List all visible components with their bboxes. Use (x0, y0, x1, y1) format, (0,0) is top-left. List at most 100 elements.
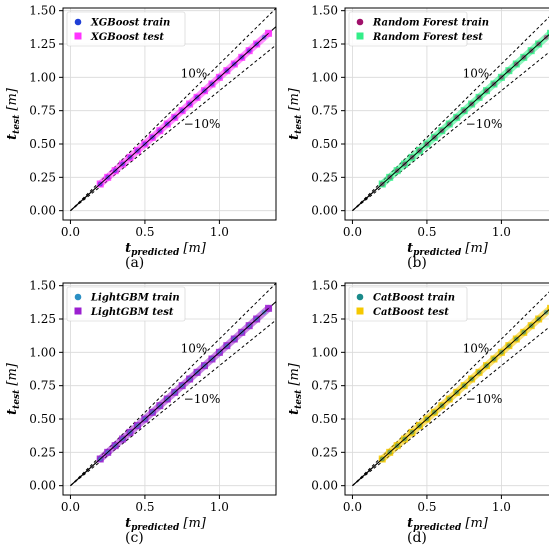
legend-test-marker (356, 307, 364, 315)
scatter-chart-a: 0.0 0.5 1.0 0.00 0.25 0.50 0.75 1.00 1.25 1.50 tpr… (5, 4, 277, 258)
annotation-plus-10: 10% (181, 66, 208, 80)
scatter-chart-b: 0.0 0.5 1.0 0.00 0.25 0.50 0.75 1.00 1.25 1.50 tpr… (287, 4, 549, 258)
scatter-chart-c: 0.0 0.5 1.0 0.00 0.25 0.50 0.75 1.00 1.25 1.50 tpr… (5, 279, 277, 533)
x-tick-label: 1.0 (210, 500, 229, 514)
plot-frame (344, 7, 549, 221)
y-tick-label: 0.75 (311, 379, 338, 393)
x-tick-label: 1.0 (210, 225, 229, 239)
y-axis-label: ttest [m] (5, 87, 22, 140)
x-axis-label: tpredicted [m] (407, 241, 489, 258)
panel-b: 0.0 0.5 1.0 0.00 0.25 0.50 0.75 1.00 1.25 1.50 tpr… (282, 0, 549, 275)
panel-c: 0.0 0.5 1.0 0.00 0.25 0.50 0.75 1.00 1.25 1.50 tpr… (0, 275, 277, 550)
upper-10pct-line (70, 283, 276, 487)
y-tick-label: 1.00 (29, 345, 56, 359)
identity-line-overlay (70, 32, 269, 212)
legend-test-label: Random Forest test (372, 32, 483, 43)
y-tick-label: 0.00 (29, 479, 56, 493)
annotation-plus-10: 10% (181, 341, 208, 355)
y-tick-label: 0.00 (311, 204, 338, 218)
y-tick-label: 1.00 (311, 70, 338, 84)
y-tick-label: 1.25 (311, 312, 338, 326)
x-tick-label: 1.0 (492, 500, 511, 514)
upper-10pct-line (352, 16, 549, 212)
upper-10pct-line (352, 291, 549, 487)
x-tick-label: 1.0 (492, 225, 511, 239)
y-tick-label: 0.50 (311, 137, 338, 151)
y-tick-label: 1.25 (311, 37, 338, 51)
panel-d: 0.0 0.5 1.0 0.00 0.25 0.50 0.75 1.00 1.25 1.50 tpr… (282, 275, 549, 550)
caption-b: (b) (407, 255, 427, 271)
y-tick-label: 0.50 (29, 137, 56, 151)
legend-box (348, 286, 468, 322)
caption-a: (a) (125, 255, 145, 271)
y-tick-label: 1.50 (29, 4, 56, 18)
y-tick-label: 0.00 (29, 204, 56, 218)
x-tick-label: 0.0 (61, 225, 80, 239)
y-tick-label: 1.25 (29, 37, 56, 51)
y-tick-label: 0.75 (29, 104, 56, 118)
y-tick-label: 1.50 (311, 279, 338, 293)
x-tick-label: 0.5 (135, 225, 154, 239)
y-axis-label: ttest [m] (287, 362, 304, 415)
panel-a: 0.0 0.5 1.0 0.00 0.25 0.50 0.75 1.00 1.25 1.50 tpr… (0, 0, 277, 275)
legend-box (66, 286, 186, 322)
plot-frame (62, 282, 277, 496)
annotation-minus-10: −10% (184, 117, 221, 131)
annotation-plus-10: 10% (463, 66, 490, 80)
y-tick-label: 1.00 (311, 345, 338, 359)
x-tick-label: 0.0 (343, 225, 362, 239)
plot-frame (344, 282, 549, 496)
legend-train-marker (356, 293, 364, 301)
y-tick-label: 0.00 (311, 479, 338, 493)
y-tick-label: 1.50 (311, 4, 338, 18)
identity-line-overlay (352, 34, 549, 212)
annotation-minus-10: −10% (184, 392, 221, 406)
identity-line-overlay (352, 309, 549, 487)
y-tick-label: 1.50 (29, 279, 56, 293)
x-axis-label: tpredicted [m] (125, 516, 207, 533)
x-tick-label: 0.5 (135, 500, 154, 514)
x-axis-label: tpredicted [m] (125, 241, 207, 258)
annotation-minus-10: −10% (466, 117, 503, 131)
legend-train-marker (74, 293, 82, 301)
x-tick-label: 0.5 (417, 500, 436, 514)
y-tick-label: 0.50 (311, 412, 338, 426)
x-tick-label: 0.0 (61, 500, 80, 514)
annotation-minus-10: −10% (466, 392, 503, 406)
identity-line-overlay (70, 307, 269, 487)
legend-train-marker (74, 18, 82, 26)
y-axis-label: ttest [m] (287, 87, 304, 140)
y-tick-label: 0.75 (311, 104, 338, 118)
x-tick-label: 0.0 (343, 500, 362, 514)
y-tick-label: 0.50 (29, 412, 56, 426)
legend-train-marker (356, 18, 364, 26)
y-tick-label: 0.25 (311, 445, 338, 459)
test-point (547, 29, 549, 37)
legend-train-label: Random Forest train (372, 18, 489, 29)
legend-box (66, 11, 186, 47)
legend-test-label: CatBoost test (373, 307, 449, 318)
test-point (547, 304, 549, 312)
legend-test-label: XGBoost test (90, 32, 164, 43)
upper-10pct-line (70, 8, 276, 212)
x-axis-label: tpredicted [m] (407, 516, 489, 533)
legend-test-marker (74, 32, 82, 40)
y-axis-label: ttest [m] (5, 362, 22, 415)
y-tick-label: 0.75 (29, 379, 56, 393)
x-tick-label: 0.5 (417, 225, 436, 239)
y-tick-label: 1.00 (29, 70, 56, 84)
annotation-plus-10: 10% (463, 341, 490, 355)
y-tick-label: 0.25 (311, 170, 338, 184)
y-tick-label: 1.25 (29, 312, 56, 326)
legend-train-label: XGBoost train (90, 18, 170, 29)
scatter-chart-d: 0.0 0.5 1.0 0.00 0.25 0.50 0.75 1.00 1.25 1.50 tpr… (287, 279, 549, 533)
legend-train-label: CatBoost train (373, 293, 455, 304)
legend-test-marker (356, 32, 364, 40)
y-tick-label: 0.25 (29, 170, 56, 184)
plot-frame (62, 7, 277, 221)
y-tick-label: 0.25 (29, 445, 56, 459)
legend-box (348, 11, 468, 47)
caption-d: (d) (407, 530, 427, 546)
caption-c: (c) (125, 530, 144, 546)
legend-train-label: LightGBM train (90, 293, 180, 304)
